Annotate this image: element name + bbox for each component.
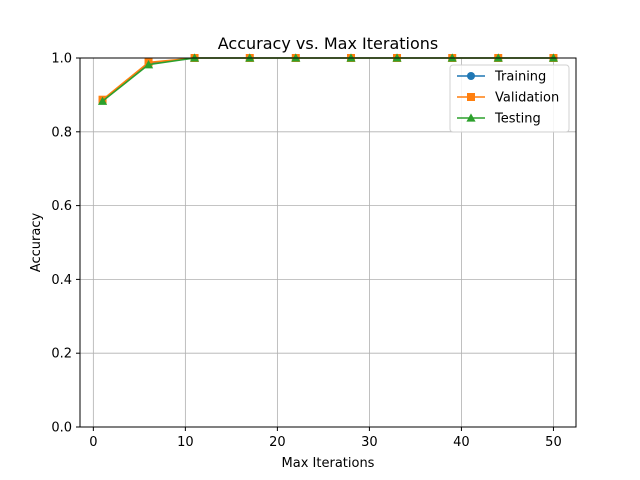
data-point-testing <box>97 96 108 105</box>
y-tick-label: 0.6 <box>51 199 72 214</box>
x-tick-label: 40 <box>453 435 470 450</box>
y-tick-label: 0.8 <box>51 125 72 140</box>
legend-label-training: Training <box>494 70 546 85</box>
y-tick-label: 1.0 <box>51 52 72 67</box>
axis-ticks: 0 10 20 30 40 50 0.0 0.2 0.4 0.6 0.8 1.0 <box>51 52 561 451</box>
x-tick-label: 0 <box>89 435 97 450</box>
legend-label-validation: Validation <box>495 91 559 106</box>
chart-title: Accuracy vs. Max Iterations <box>218 34 438 53</box>
legend-marker-validation <box>467 93 475 101</box>
x-tick-label: 20 <box>269 435 286 450</box>
x-tick-label: 30 <box>361 435 378 450</box>
data-point-testing <box>143 60 154 69</box>
y-axis-label: Accuracy <box>29 213 44 273</box>
legend-marker-testing <box>466 113 476 122</box>
y-tick-label: 0.4 <box>51 273 72 288</box>
legend-item-validation: Validation <box>457 91 559 106</box>
x-tick-label: 10 <box>177 435 194 450</box>
x-axis-label: Max Iterations <box>282 456 375 471</box>
plot-frame <box>79 57 577 428</box>
legend-label-testing: Testing <box>494 112 541 127</box>
legend-marker-training <box>467 72 475 80</box>
legend-item-training: Training <box>457 70 546 85</box>
y-tick-label: 0.0 <box>51 421 72 436</box>
y-tick-label: 0.2 <box>51 347 72 362</box>
legend-item-testing: Testing <box>457 112 541 127</box>
legend: Training Validation Testing <box>449 64 570 133</box>
x-tick-label: 50 <box>545 435 562 450</box>
legend-box <box>449 64 570 133</box>
